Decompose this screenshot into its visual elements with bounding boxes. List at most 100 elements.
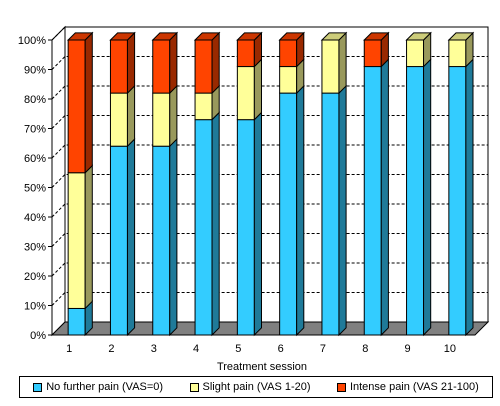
legend-label-intense-pain: Intense pain (VAS 21-100) [349, 381, 479, 393]
bar-intense-pain-session-5-top [236, 32, 263, 41]
bar-intense-pain-session-3-side [169, 31, 178, 95]
legend-item-intense-pain: Intense pain (VAS 21-100) [336, 381, 479, 393]
x-tick-label: 6 [278, 343, 284, 355]
x-tick-label: 5 [235, 343, 241, 355]
gridline [51, 292, 488, 306]
y-tick-label: 70% [24, 124, 46, 136]
bar-slight-pain-session-7 [320, 31, 348, 95]
bar-slight-pain-session-1 [67, 164, 93, 310]
bar-no-pain-session-2 [109, 137, 136, 337]
y-tick-label: 0% [30, 330, 46, 342]
bar-no-pain-session-9 [406, 58, 432, 337]
bar-no-pain-session-2-front [109, 145, 128, 336]
y-tick-label: 20% [24, 271, 46, 283]
bar-slight-pain-session-9-top [405, 32, 432, 41]
bar-slight-pain-session-7-side [338, 31, 347, 95]
gridline [51, 203, 488, 218]
y-tick-label: 40% [24, 212, 46, 224]
bar-intense-pain-session-6-top [278, 32, 306, 41]
bar-no-pain-session-8-side [380, 58, 389, 337]
bar-no-pain-session-8 [363, 58, 389, 337]
bars [66, 31, 475, 337]
side-wall [51, 25, 66, 337]
bar-slight-pain-session-2 [109, 84, 136, 148]
bar-slight-pain-session-10-front [448, 39, 467, 68]
bar-intense-pain-session-5-front [236, 39, 255, 68]
bar-no-pain-session-8-front [363, 66, 382, 336]
gridline [51, 233, 488, 247]
bar-no-pain-session-6-front [279, 92, 298, 336]
bar-slight-pain-session-2-front [109, 92, 128, 147]
bar-intense-pain-session-6 [278, 31, 306, 68]
bar-intense-pain-session-2 [109, 31, 136, 95]
bar-intense-pain-session-1 [66, 31, 94, 174]
bar-slight-pain-session-10-top [447, 32, 475, 41]
bar-no-pain-session-9-front [406, 66, 425, 336]
bar-no-pain-session-7 [321, 84, 347, 337]
gridline [51, 115, 488, 129]
bar-intense-pain-session-4-side [211, 31, 220, 95]
bar-intense-pain-session-8 [363, 31, 390, 68]
bar-intense-pain-session-1-top [66, 32, 94, 41]
bar-intense-pain-session-4-top [193, 32, 221, 41]
bar-slight-pain-session-6-front [279, 66, 298, 94]
legend-swatch-no-pain [33, 382, 43, 392]
bar-no-pain-session-1-front [67, 307, 86, 336]
x-tick-label: 3 [151, 343, 157, 355]
legend-item-slight-pain: Slight pain (VAS 1-20) [189, 381, 311, 393]
bar-slight-pain-session-9 [405, 31, 432, 68]
bar-slight-pain-session-5 [236, 58, 262, 121]
x-tick-label: 8 [362, 343, 368, 355]
gridlines [51, 26, 488, 306]
x-tick-label: 9 [404, 343, 410, 355]
bar-no-pain-session-7-front [321, 92, 340, 336]
bar-no-pain-session-4-side [211, 111, 220, 337]
x-tick-label: 7 [320, 343, 326, 355]
y-tick-label: 60% [24, 153, 46, 165]
y-tick-label: 30% [24, 242, 46, 254]
bar-no-pain-session-6-side [296, 84, 305, 337]
bar-intense-pain-session-4 [193, 31, 221, 95]
y-tick-label: 100% [18, 35, 46, 47]
bar-intense-pain-session-8-front [363, 39, 382, 68]
bar-intense-pain-session-3 [151, 31, 179, 95]
bar-slight-pain-session-2-side [126, 84, 136, 148]
y-tick-label: 90% [24, 65, 46, 77]
legend: No further pain (VAS=0) Slight pain (VAS… [19, 376, 493, 398]
bar-slight-pain-session-5-front [236, 66, 255, 121]
bar-no-pain-session-4 [194, 111, 220, 337]
bar-intense-pain-session-2-front [109, 39, 128, 94]
gridline [51, 262, 488, 277]
y-axis-ticks: 0% 10% 20% 30% 40% 50% 60% 70% 80% 90% 100% [18, 35, 53, 342]
bar-no-pain-session-3-side [169, 137, 178, 337]
bar-intense-pain-session-2-side [126, 31, 136, 95]
bar-slight-pain-session-3-side [169, 84, 178, 148]
x-tick-label: 4 [193, 343, 199, 355]
bar-no-pain-session-10-front [448, 66, 467, 336]
y-tick-label: 50% [24, 183, 46, 195]
bar-no-pain-session-7-side [338, 84, 347, 337]
x-tick-label: 2 [108, 343, 114, 355]
bar-intense-pain-session-8-top [363, 32, 390, 41]
gridline [51, 174, 488, 188]
legend-label-no-pain: No further pain (VAS=0) [46, 381, 164, 393]
bar-intense-pain-session-1-front [67, 39, 86, 174]
bar-intense-pain-session-1-side [84, 31, 93, 174]
bar-slight-pain-session-1-front [67, 172, 86, 309]
bar-no-pain-session-3 [152, 137, 178, 337]
bar-intense-pain-session-3-top [151, 32, 179, 41]
bar-no-pain-session-10 [448, 58, 474, 337]
legend-item-no-pain: No further pain (VAS=0) [33, 381, 163, 393]
bar-slight-pain-session-7-front [321, 39, 340, 94]
bar-no-pain-session-3-front [152, 145, 171, 336]
bar-slight-pain-session-4-front [194, 92, 213, 121]
bar-slight-pain-session-1-side [84, 164, 93, 310]
bar-intense-pain-session-2-top [109, 32, 136, 41]
bar-no-pain-session-4-front [194, 119, 213, 336]
bar-slight-pain-session-10 [447, 31, 475, 68]
bar-slight-pain-session-9-front [406, 39, 425, 68]
gridline [51, 85, 488, 100]
bar-slight-pain-session-7-top [320, 32, 348, 41]
bar-slight-pain-session-3-front [152, 92, 171, 147]
